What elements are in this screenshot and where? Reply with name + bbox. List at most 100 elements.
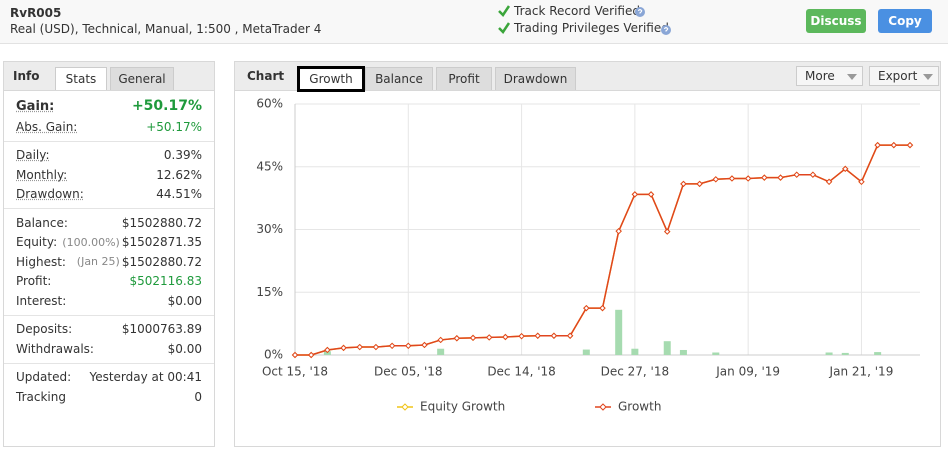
more-menu[interactable]: More bbox=[796, 66, 863, 86]
point-marker bbox=[631, 191, 639, 198]
export-label: Export bbox=[878, 69, 918, 83]
stats-group: Gain: +50.17% Abs. Gain: +50.17% bbox=[4, 91, 214, 142]
x-tick-label: Dec 27, '18 bbox=[601, 365, 670, 379]
stats-value: 44.51% bbox=[156, 187, 202, 202]
point-marker bbox=[615, 227, 622, 235]
stats-label: Monthly: bbox=[16, 167, 68, 182]
stats-row: Drawdown: 44.51% bbox=[4, 185, 214, 205]
stats-row: Monthly: 12.62% bbox=[4, 165, 214, 185]
point-marker bbox=[437, 336, 444, 344]
point-marker bbox=[405, 342, 412, 350]
stats-row: Deposits: $1000763.89 bbox=[4, 320, 214, 340]
legend-marker bbox=[401, 403, 409, 411]
point-marker bbox=[340, 344, 347, 352]
stats-label: Gain: bbox=[16, 98, 55, 114]
point-marker bbox=[842, 165, 849, 173]
help-icons[interactable] bbox=[635, 6, 675, 36]
growth-line bbox=[295, 144, 910, 356]
point-marker bbox=[647, 191, 655, 198]
discuss-button[interactable]: Discuss bbox=[806, 9, 866, 33]
stats-row: Withdrawals: $0.00 bbox=[4, 339, 214, 359]
info-header: Info Stats General bbox=[4, 62, 214, 91]
x-tick-label: Oct 15, '18 bbox=[262, 365, 328, 379]
point-marker bbox=[906, 141, 914, 149]
y-tick-label: 15% bbox=[256, 285, 283, 299]
point-marker bbox=[712, 176, 719, 183]
bar bbox=[615, 309, 623, 355]
stats-row: Tracking 0 bbox=[4, 387, 214, 407]
stats-tab[interactable]: Stats bbox=[55, 67, 107, 90]
point-marker bbox=[793, 171, 800, 178]
legend-label: Growth bbox=[618, 400, 661, 414]
info-heading: Info bbox=[13, 69, 40, 83]
point-marker bbox=[664, 228, 671, 235]
point-marker bbox=[534, 332, 541, 339]
stats-list: Gain: +50.17% Abs. Gain: +50.17% Daily: 0.39%… bbox=[4, 91, 214, 411]
stats-value: 0 bbox=[194, 389, 202, 404]
info-panel: Info Stats General Gain: +50.17% Abs. Gain… bbox=[3, 61, 215, 447]
point-marker bbox=[453, 335, 461, 342]
point-marker bbox=[502, 333, 509, 341]
point-marker bbox=[291, 351, 299, 359]
stats-value: $1502880.72 bbox=[121, 215, 202, 230]
bar bbox=[712, 352, 720, 355]
bar bbox=[631, 348, 639, 355]
stats-row: Highest: (Jan 25) $1502880.72 bbox=[4, 252, 214, 272]
stats-value: $0.00 bbox=[167, 341, 202, 356]
stats-value: $0.00 bbox=[167, 293, 202, 308]
growth-tab[interactable]: Growth bbox=[297, 66, 365, 92]
point-marker bbox=[583, 304, 590, 312]
y-tick-label: 45% bbox=[256, 159, 283, 173]
stats-group: Balance: $1502880.72 Equity: (100.00%) $1502… bbox=[4, 209, 214, 316]
stats-label: Profit: bbox=[16, 274, 52, 289]
bar bbox=[874, 352, 882, 355]
drawdown-tab[interactable]: Drawdown bbox=[495, 67, 576, 90]
stats-value: 0.39% bbox=[163, 148, 202, 163]
copy-button[interactable]: Copy bbox=[878, 9, 932, 33]
point-marker bbox=[307, 351, 315, 359]
account-subtitle: Real (USD), Technical, Manual, 1:500 , M… bbox=[10, 22, 322, 36]
stats-row: Interest: $0.00 bbox=[4, 291, 214, 311]
stats-value: 12.62% bbox=[156, 167, 202, 182]
stats-row: Equity: (100.00%) $1502871.35 bbox=[4, 233, 214, 253]
stats-value: $502116.83 bbox=[129, 274, 202, 289]
y-tick-label: 60% bbox=[256, 97, 283, 111]
point-marker bbox=[421, 341, 428, 349]
export-menu[interactable]: Export bbox=[869, 66, 939, 86]
stats-row: Daily: 0.39% bbox=[4, 146, 214, 166]
point-marker bbox=[809, 171, 817, 178]
stats-value: $1502871.35 bbox=[121, 235, 202, 250]
bar bbox=[825, 352, 833, 355]
chart-panel: Chart Growth Balance Profit Drawdown Mor… bbox=[234, 61, 941, 447]
top-bar: RvR005 Real (USD), Technical, Manual, 1:… bbox=[0, 0, 948, 44]
balance-tab[interactable]: Balance bbox=[365, 67, 433, 90]
stats-group: Daily: 0.39% Monthly: 12.62% Drawdown: 44.51% bbox=[4, 142, 214, 209]
point-marker bbox=[858, 178, 865, 186]
point-marker bbox=[356, 343, 363, 351]
bar bbox=[841, 352, 849, 355]
chart-header: Chart Growth Balance Profit Drawdown Mor… bbox=[235, 62, 940, 92]
stats-row: Gain: +50.17% bbox=[4, 95, 214, 117]
x-tick-label: Jan 21, '19 bbox=[829, 365, 894, 379]
point-marker bbox=[599, 304, 606, 312]
stats-row: Abs. Gain: +50.17% bbox=[4, 117, 214, 137]
point-marker bbox=[566, 332, 574, 339]
stats-label: Interest: bbox=[16, 293, 67, 308]
stats-row: Balance: $1502880.72 bbox=[4, 213, 214, 233]
general-tab[interactable]: General bbox=[110, 67, 174, 90]
chart-heading: Chart bbox=[247, 69, 285, 83]
point-marker bbox=[874, 141, 881, 149]
profit-tab[interactable]: Profit bbox=[436, 67, 492, 90]
point-marker bbox=[696, 180, 703, 188]
point-marker bbox=[680, 180, 687, 188]
point-marker bbox=[890, 141, 898, 149]
point-marker bbox=[486, 334, 493, 341]
point-marker bbox=[388, 342, 396, 350]
stats-value: +50.17% bbox=[131, 98, 202, 114]
stats-row: Updated: Yesterday at 00:41 bbox=[4, 368, 214, 388]
stats-value: +50.17% bbox=[146, 119, 202, 134]
x-tick-label: Dec 14, '18 bbox=[487, 365, 556, 379]
stats-group: Updated: Yesterday at 00:41 Tracking 0 bbox=[4, 364, 214, 411]
